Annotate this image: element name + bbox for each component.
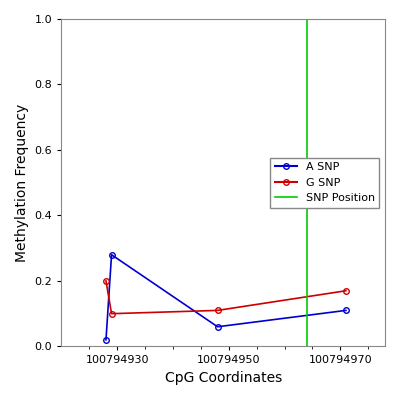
Legend: A SNP, G SNP, SNP Position: A SNP, G SNP, SNP Position	[270, 158, 380, 208]
X-axis label: CpG Coordinates: CpG Coordinates	[164, 371, 282, 385]
Y-axis label: Methylation Frequency: Methylation Frequency	[15, 104, 29, 262]
